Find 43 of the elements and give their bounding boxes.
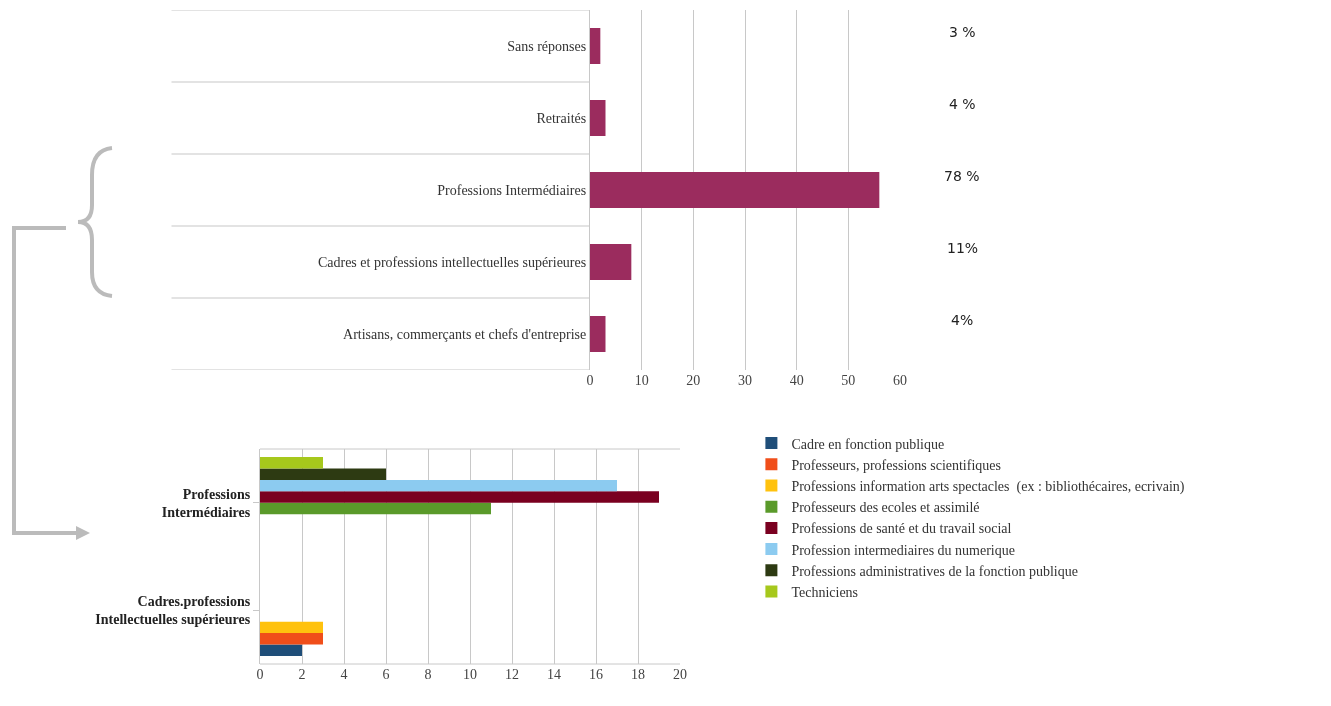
x-tick-label: 50 [841,373,856,388]
text: 4% [951,312,974,328]
text: 4 % [949,96,976,112]
text: 3 % [949,24,976,40]
legend-label: Professeurs des ecoles et assimilé [791,500,980,516]
y-tick-label: Cadres et professions intellectuelles supérieures [317,254,587,270]
x-tick-label: 8 [424,667,432,682]
x-tick-label: 60 [893,373,907,388]
legend-label: Cadre en fonction publique [791,436,945,452]
legend-label: Professions de santé et du travail social [791,521,1012,537]
y-tick-label: Cadres.professions Intellectuelles supérieures [95,594,251,628]
y-tick-label: Sans réponses [507,38,587,54]
bar [590,172,880,208]
x-tick-label: 0 [256,667,264,682]
x-tick-label: 2 [298,667,306,682]
y-tick-label: Artisans, commerçants et chefs d'entreprise [343,326,587,342]
text: 78 % [944,168,980,184]
y-tick-label: Professions Intermédiaires [437,182,587,198]
x-tick-label: 12 [505,667,519,682]
legend-label: Profession intermediaires du numerique [791,542,1015,558]
bar [590,28,601,64]
legend-label: Professions information arts spectacles (ex : bibliothécaires, ecrivain) [791,478,1185,495]
x-tick-label: 14 [547,667,561,682]
x-tick-label: 20 [686,373,701,388]
legend-label: Techniciens [791,584,859,600]
y-tick-label: Professions Intermédiaires [161,486,251,520]
legend-label: Professeurs, professions scientifiques [791,457,1001,473]
x-tick-label: 40 [789,373,804,388]
text: 11% [947,240,979,256]
x-tick-label: 30 [738,373,752,388]
x-tick-label: 0 [586,373,594,388]
x-tick-label: 10 [634,373,649,388]
x-tick-label: 6 [382,667,390,682]
y-tick-label: Retraités [536,110,587,126]
legend-label: Professions administratives de la fonction publique [791,563,1078,579]
bar [590,244,632,280]
bar [590,316,606,352]
x-tick-label: 16 [589,667,603,682]
x-tick-label: 4 [340,667,348,682]
x-tick-label: 18 [631,667,645,682]
bar [590,100,606,136]
x-tick-label: 10 [463,667,477,682]
x-tick-label: 20 [673,667,687,682]
